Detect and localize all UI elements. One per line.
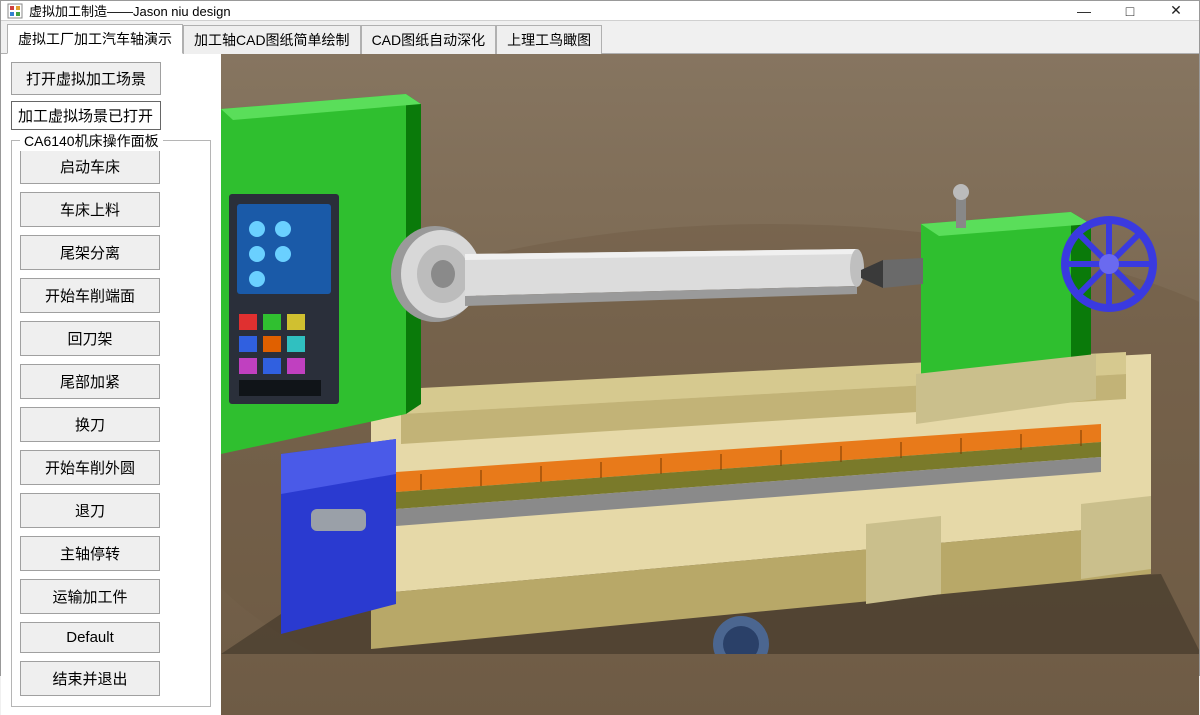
- lathe-op-button-12[interactable]: 结束并退出: [20, 661, 160, 696]
- lathe-op-button-6[interactable]: 换刀: [20, 407, 160, 442]
- tab-cad-auto[interactable]: CAD图纸自动深化: [361, 25, 497, 54]
- window-title: 虚拟加工制造——Jason niu design: [29, 1, 1061, 20]
- lathe-op-button-4[interactable]: 回刀架: [20, 321, 160, 356]
- lathe-op-button-5[interactable]: 尾部加紧: [20, 364, 160, 399]
- open-scene-button[interactable]: 打开虚拟加工场景: [11, 62, 161, 95]
- window-controls: — □ ✕: [1061, 1, 1199, 20]
- tab-cad-draw[interactable]: 加工轴CAD图纸简单绘制: [183, 25, 361, 54]
- maximize-button[interactable]: □: [1107, 1, 1153, 20]
- sidebar: 打开虚拟加工场景 加工虚拟场景已打开 CA6140机床操作面板 启动车床车床上料…: [1, 54, 221, 715]
- panel-legend: CA6140机床操作面板: [20, 131, 163, 151]
- tab-virtual-factory[interactable]: 虚拟工厂加工汽车轴演示: [7, 24, 183, 54]
- lathe-op-button-8[interactable]: 退刀: [20, 493, 160, 528]
- app-icon: [7, 3, 23, 19]
- lathe-scene-svg: [221, 54, 1199, 654]
- 3d-viewport[interactable]: [221, 54, 1199, 715]
- scene-status-field: 加工虚拟场景已打开: [11, 101, 161, 130]
- lathe-op-button-0[interactable]: 启动车床: [20, 149, 160, 184]
- lathe-op-button-11[interactable]: Default: [20, 622, 160, 653]
- window-titlebar: 虚拟加工制造——Jason niu design — □ ✕: [1, 1, 1199, 21]
- lathe-op-button-2[interactable]: 尾架分离: [20, 235, 160, 270]
- close-button[interactable]: ✕: [1153, 1, 1199, 20]
- client-area: 打开虚拟加工场景 加工虚拟场景已打开 CA6140机床操作面板 启动车床车床上料…: [1, 54, 1199, 715]
- lathe-op-button-10[interactable]: 运输加工件: [20, 579, 160, 614]
- lathe-op-button-3[interactable]: 开始车削端面: [20, 278, 160, 313]
- lathe-control-panel: CA6140机床操作面板 启动车床车床上料尾架分离开始车削端面回刀架尾部加紧换刀…: [11, 140, 211, 707]
- lathe-op-button-7[interactable]: 开始车削外圆: [20, 450, 160, 485]
- tab-birdview[interactable]: 上理工鸟瞰图: [496, 25, 602, 54]
- minimize-button[interactable]: —: [1061, 1, 1107, 20]
- lathe-op-button-1[interactable]: 车床上料: [20, 192, 160, 227]
- tab-strip: 虚拟工厂加工汽车轴演示 加工轴CAD图纸简单绘制 CAD图纸自动深化 上理工鸟瞰…: [1, 21, 1199, 54]
- lathe-op-button-9[interactable]: 主轴停转: [20, 536, 160, 571]
